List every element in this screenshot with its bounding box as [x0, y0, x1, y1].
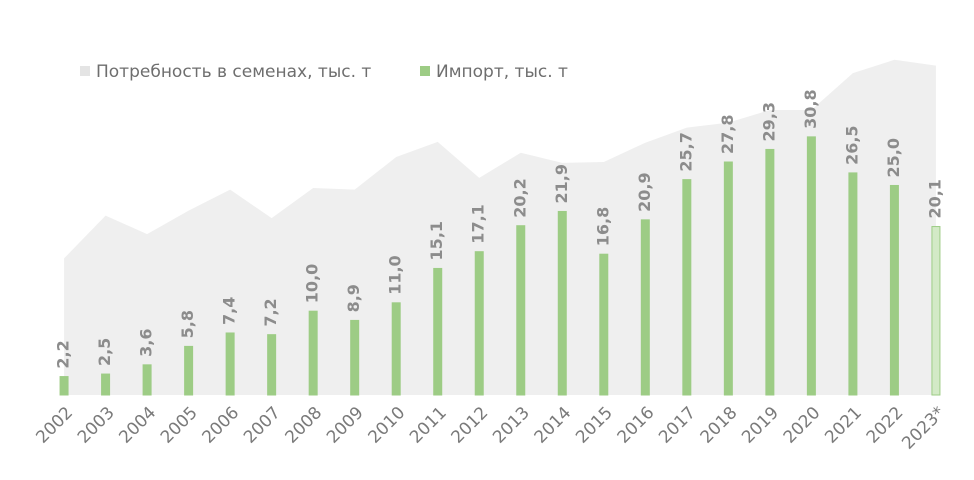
x-tick-label: 2014: [531, 403, 576, 448]
bar: [433, 267, 443, 396]
area: [64, 59, 936, 396]
bar: [350, 319, 360, 396]
x-tick-label: 2011: [406, 403, 451, 448]
value-label: 15,1: [427, 221, 446, 260]
value-label: 10,0: [303, 264, 322, 303]
x-tick-label: 2007: [240, 403, 285, 448]
value-label: 25,7: [676, 132, 695, 171]
value-label: 8,9: [344, 284, 363, 312]
x-tick-label: 2021: [821, 403, 866, 448]
bar: [267, 334, 277, 396]
value-label: 20,2: [510, 178, 529, 217]
legend-swatch: [80, 66, 90, 76]
bar: [516, 225, 526, 396]
value-label: 5,8: [178, 310, 197, 338]
x-tick-label: 2018: [697, 403, 742, 448]
legend-label: Импорт, тыс. т: [436, 62, 568, 82]
legend-label: Потребность в семенах, тыс. т: [96, 62, 371, 82]
x-tick-label: 2008: [282, 403, 327, 448]
bar: [59, 376, 69, 396]
value-label: 21,9: [552, 164, 571, 203]
x-tick-label: 2009: [323, 403, 368, 448]
bar: [682, 179, 692, 396]
x-tick-label: 2002: [32, 403, 77, 448]
bar: [557, 210, 567, 396]
x-tick-label: 2013: [489, 403, 534, 448]
value-label: 25,0: [884, 138, 903, 177]
bar: [101, 373, 111, 396]
bar: [806, 136, 816, 396]
value-label: 30,8: [801, 89, 820, 128]
bar: [474, 251, 484, 396]
x-tick-label: 2020: [780, 403, 825, 448]
x-tick-label: 2015: [572, 403, 617, 448]
value-label: 2,2: [54, 340, 73, 368]
value-label: 17,1: [469, 204, 488, 243]
bar: [848, 172, 858, 396]
value-label: 20,1: [925, 179, 944, 218]
bar: [599, 253, 609, 396]
x-tick-label: 2006: [198, 403, 243, 448]
value-label: 2,5: [95, 338, 114, 366]
value-label: 16,8: [593, 207, 612, 246]
bar: [225, 332, 235, 396]
value-label: 26,5: [842, 125, 861, 164]
x-tick-label: 2023*: [898, 403, 949, 454]
bar: [723, 161, 733, 396]
x-tick-label: 2012: [448, 403, 493, 448]
bar: [640, 219, 650, 396]
bar: [308, 310, 318, 396]
bar: [889, 184, 899, 396]
legend-swatch: [420, 66, 430, 76]
x-tick-label: 2016: [614, 403, 659, 448]
x-tick-label: 2004: [115, 403, 160, 448]
x-tick-label: 2005: [157, 403, 202, 448]
x-tick-label: 2003: [74, 403, 119, 448]
x-tick-label: 2019: [738, 403, 783, 448]
value-label: 11,0: [386, 255, 405, 294]
bar: [142, 364, 152, 396]
bar: [184, 345, 194, 396]
x-tick-label: 2017: [655, 403, 700, 448]
value-label: 3,6: [137, 328, 156, 356]
x-tick-label: 2010: [365, 403, 410, 448]
value-label: 7,4: [220, 297, 239, 325]
bar: [765, 148, 775, 396]
value-label: 7,2: [261, 298, 280, 326]
bar: [391, 302, 401, 396]
value-label: 29,3: [759, 102, 778, 141]
value-label: 27,8: [718, 115, 737, 154]
value-label: 20,9: [635, 172, 654, 211]
bar: [931, 226, 941, 396]
